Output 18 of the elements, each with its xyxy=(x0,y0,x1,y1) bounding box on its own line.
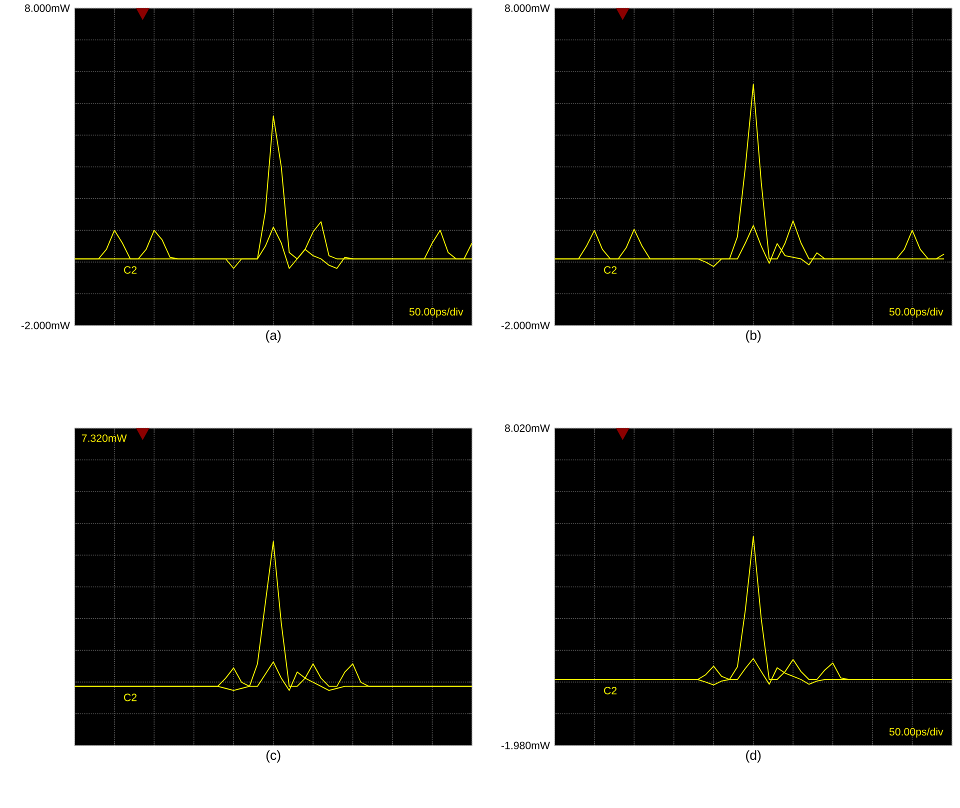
text: (d) xyxy=(746,750,761,762)
annotation: 50.00ps/div xyxy=(889,728,944,738)
y-tick-label: -1.980mW xyxy=(501,742,550,750)
text: (b) xyxy=(746,330,761,342)
y-tick-label: 8.000mW xyxy=(24,4,70,12)
series-label: C2 xyxy=(124,266,137,274)
text: (a) xyxy=(266,330,281,342)
y-tick-label: 8.000mW xyxy=(504,4,550,12)
y-tick-label: 8.020mW xyxy=(504,424,550,432)
series-label: C2 xyxy=(604,686,617,694)
y-tick-label: -2.000mW xyxy=(501,322,550,330)
series-label: C2 xyxy=(124,694,137,702)
text: 7.320mW xyxy=(82,434,127,442)
series-label: C2 xyxy=(604,266,617,274)
text: (c) xyxy=(266,750,280,762)
y-tick-label: -2.000mW xyxy=(21,322,70,330)
annotation: 50.00ps/div xyxy=(889,308,944,318)
annotation: 50.00ps/div xyxy=(409,308,464,318)
